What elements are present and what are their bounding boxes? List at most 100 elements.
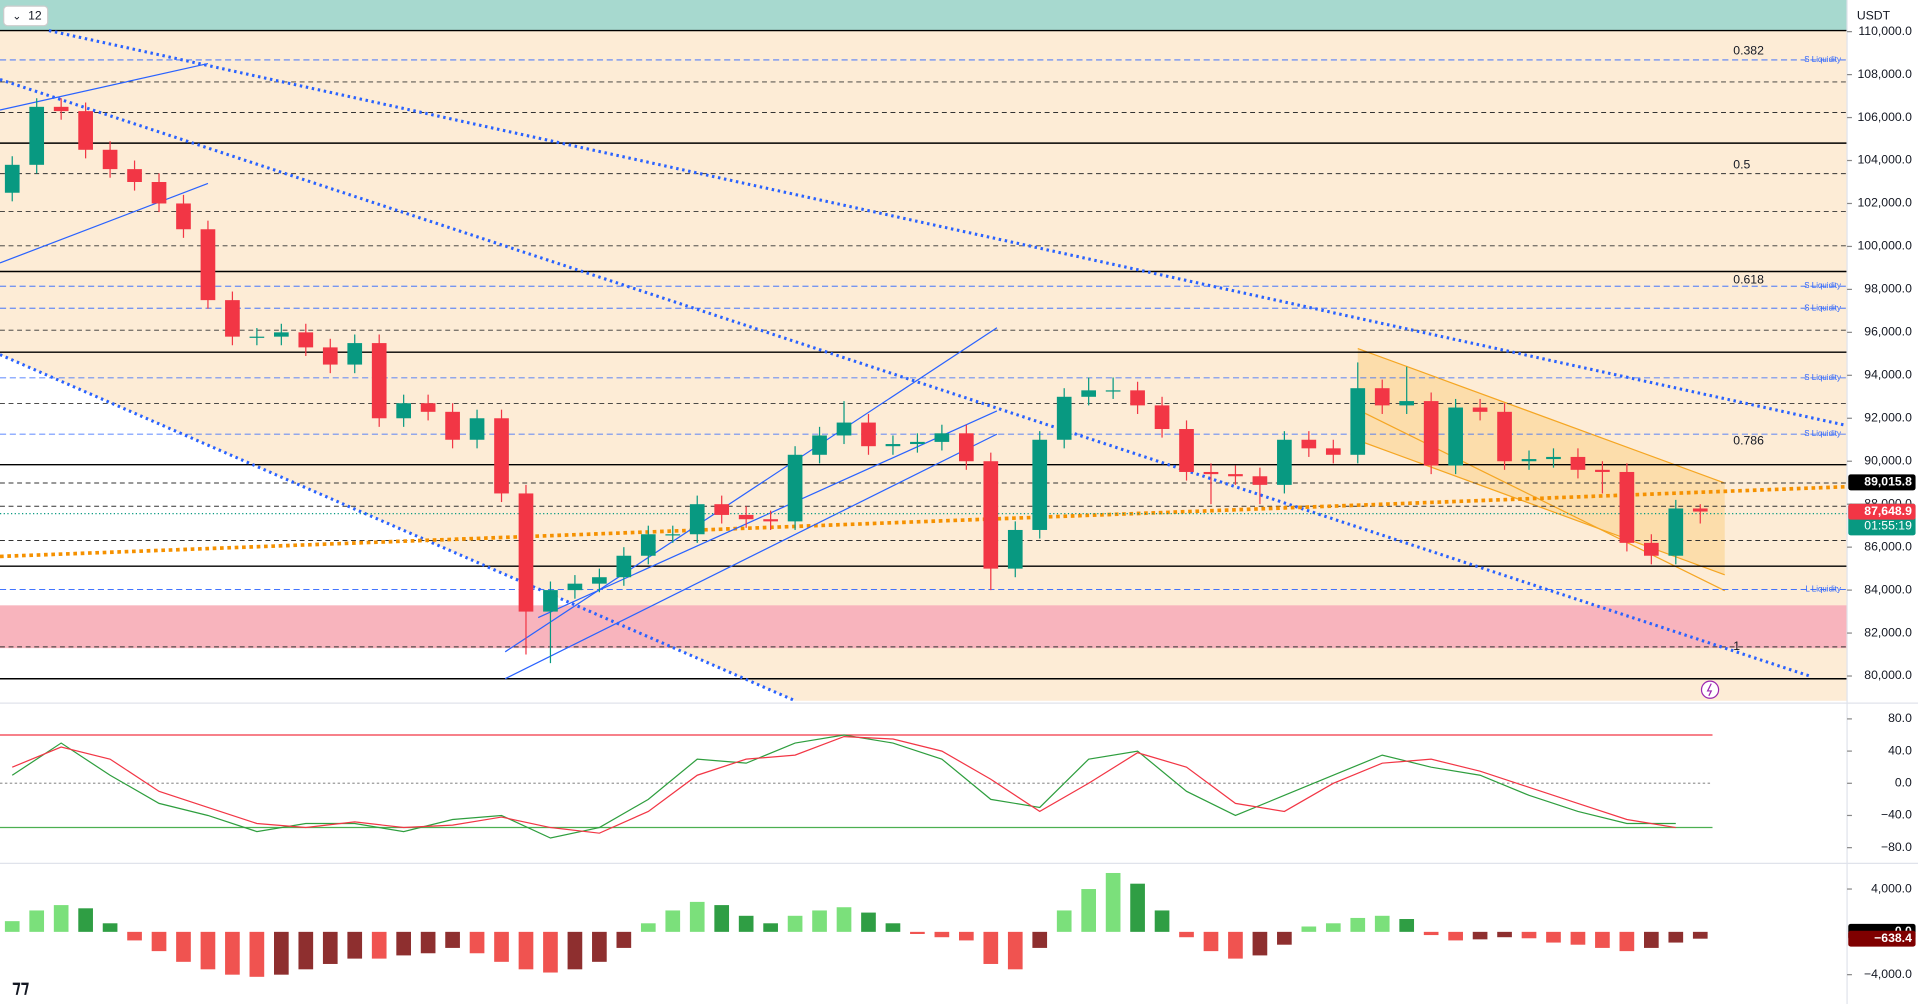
- liquidity-label: S Liquidity: [1804, 429, 1841, 438]
- histogram-bar: [1032, 931, 1048, 948]
- candle-body: [53, 106, 69, 112]
- candle-body: [1472, 407, 1488, 412]
- histogram-bar: [738, 915, 754, 932]
- histogram-bar: [934, 931, 950, 938]
- price-label-box: [1848, 474, 1916, 491]
- fib-label: 0.382: [1733, 44, 1764, 58]
- histogram-bar: [861, 912, 876, 932]
- candle-body: [1521, 459, 1537, 462]
- candle-body: [1179, 429, 1194, 472]
- histogram-bar: [274, 931, 289, 975]
- candle-body: [1301, 439, 1317, 449]
- liquidity-lines: [0, 59, 1848, 590]
- y-tick-label: 80.0: [1888, 711, 1912, 725]
- candle-body: [151, 182, 167, 204]
- candle-body: [1497, 411, 1512, 462]
- candle-body: [78, 111, 93, 150]
- histogram-bar: [910, 931, 925, 934]
- histogram-bar: [836, 907, 852, 932]
- candle-body: [1007, 529, 1023, 569]
- candle-body: [1105, 390, 1121, 392]
- histogram-bar: [885, 923, 901, 932]
- fib-lines: [0, 29, 1848, 680]
- y-tick-label: 104,000.0: [1858, 153, 1913, 167]
- liquidity-label: L Liquidity: [1805, 585, 1840, 594]
- histogram-bar: [1277, 931, 1292, 945]
- liquidity-label: S Liquidity: [1804, 55, 1841, 64]
- candle-body: [1448, 407, 1463, 466]
- histogram-bar: [812, 910, 827, 932]
- histogram-bar: [1497, 931, 1512, 938]
- oscillator-line: [11, 734, 1676, 839]
- price-label: −638.4: [1874, 931, 1912, 945]
- candle-body: [396, 403, 411, 419]
- candle-body: [592, 577, 607, 584]
- histogram-bar: [225, 931, 240, 975]
- fib-label: 0.618: [1733, 272, 1764, 286]
- channel-line: [1357, 439, 1725, 576]
- price-label: 87,648.9: [1864, 504, 1912, 518]
- candle-body: [1595, 469, 1610, 472]
- histogram-bar: [371, 931, 387, 959]
- histogram-bar: [665, 910, 681, 932]
- histogram-bar: [1619, 931, 1635, 952]
- candle-body: [1252, 476, 1268, 485]
- candle-body: [1399, 401, 1415, 406]
- histogram-bar: [494, 931, 509, 962]
- candle-body: [1350, 388, 1366, 455]
- y-tick-label: 0.0: [1895, 776, 1912, 790]
- histogram-bar: [1399, 919, 1415, 932]
- candle-body: [1203, 471, 1219, 475]
- candle-body: [200, 229, 216, 301]
- candle-body: [1668, 508, 1684, 556]
- y-tick-label: 102,000.0: [1858, 196, 1913, 210]
- candle-body: [885, 444, 901, 447]
- candle-body: [469, 418, 485, 440]
- histogram-bar: [347, 931, 363, 959]
- histogram-bar: [1325, 923, 1341, 932]
- histogram-bar: [396, 931, 411, 956]
- interval: 12: [28, 9, 42, 23]
- candle-body: [983, 461, 999, 569]
- liquidity-label: S Liquidity: [1804, 303, 1841, 312]
- histogram-bar: [1154, 910, 1170, 932]
- price-label-box: [1848, 930, 1916, 947]
- oscillator-line: [11, 735, 1676, 834]
- histogram-bar: [714, 905, 730, 932]
- candle-body: [640, 534, 656, 556]
- candle-body: [689, 504, 705, 535]
- candle-body: [1154, 405, 1170, 430]
- trend-lines: [0, 29, 1848, 703]
- histogram-bar: [983, 931, 999, 964]
- price-label-box: [1848, 503, 1916, 520]
- y-tick-label: 108,000.0: [1858, 67, 1913, 81]
- currency[interactable]: USDT: [1857, 9, 1891, 23]
- price-label: 89,015.8: [1864, 475, 1912, 489]
- y-tick-label: 92,000.0: [1864, 411, 1912, 425]
- alert-icon[interactable]: [1700, 680, 1720, 699]
- histogram-bar: [1595, 931, 1610, 948]
- candle-body: [1277, 439, 1292, 485]
- y-tick-label: 84,000.0: [1864, 582, 1912, 596]
- y-tick-label: 96,000.0: [1864, 325, 1912, 339]
- histogram-bar: [1448, 931, 1463, 941]
- candle-body: [1546, 456, 1561, 460]
- histogram-bar: [78, 908, 93, 932]
- histogram-bar: [53, 905, 69, 932]
- histogram-bar: [763, 923, 778, 932]
- candle-body: [127, 169, 142, 183]
- histogram-bar: [1546, 931, 1561, 943]
- candle-body: [959, 433, 974, 462]
- candle-body: [861, 422, 876, 447]
- y-tick-label: 86,000.0: [1864, 539, 1912, 553]
- interval-button[interactable]: [3, 5, 49, 27]
- candle-body: [1130, 390, 1145, 406]
- histogram-bar: [640, 923, 656, 932]
- range-shade: [0, 30, 1848, 701]
- histogram-bar: [445, 931, 460, 948]
- candle-body: [371, 343, 387, 419]
- candle-body: [567, 583, 583, 591]
- histogram-bar: [1007, 931, 1023, 970]
- histogram-bar: [689, 901, 705, 932]
